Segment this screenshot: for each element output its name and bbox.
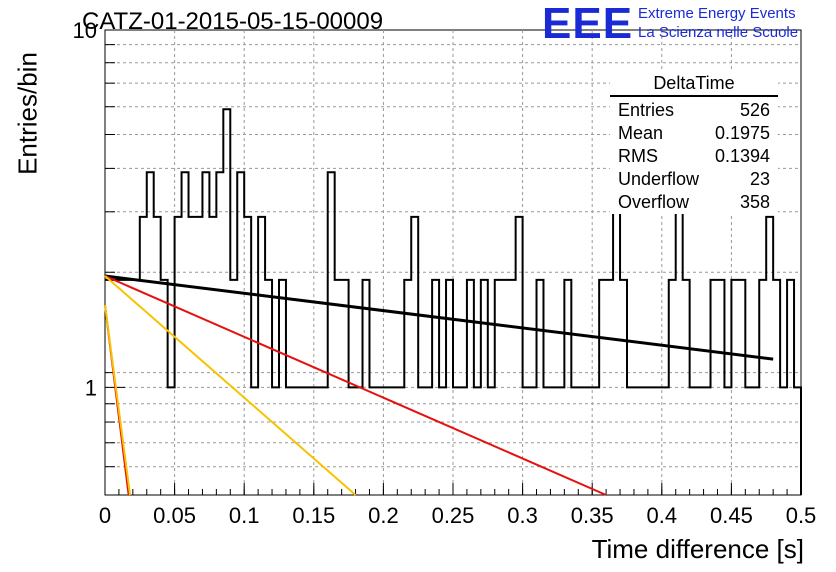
plot-title: CATZ-01-2015-05-15-00009 <box>82 8 384 35</box>
fit-curve <box>104 274 774 361</box>
stats-row-rms: RMS 0.1394 <box>610 145 778 168</box>
fit-curve <box>104 275 357 496</box>
stats-label: Overflow <box>618 192 690 212</box>
stats-row-mean: Mean 0.1975 <box>610 122 778 145</box>
stats-label: Mean <box>618 123 664 143</box>
stats-row-underflow: Underflow 23 <box>610 168 778 191</box>
y-tick-label: 10 <box>73 18 97 43</box>
x-tick-label: 0.5 <box>786 503 817 528</box>
logo-caption: Extreme Energy Events La Scienza nelle S… <box>638 4 798 42</box>
stats-value: 358 <box>739 192 770 212</box>
stats-box: DeltaTime Entries 526 Mean 0.1975 RMS 0.139… <box>610 72 778 214</box>
x-axis-label: Time difference [s] <box>591 534 804 564</box>
stats-row-overflow: Overflow 358 <box>610 191 778 214</box>
x-tick-label: 0.15 <box>292 503 335 528</box>
x-tick-label: 0.45 <box>710 503 753 528</box>
eee-logo: EEE <box>542 0 634 48</box>
x-tick-label: 0.3 <box>507 503 538 528</box>
stats-title: DeltaTime <box>610 72 778 97</box>
fit-curve <box>104 275 607 496</box>
y-tick-label: 1 <box>85 375 97 400</box>
stats-value: 526 <box>739 100 770 120</box>
logo-line-1: Extreme Energy Events <box>638 5 796 22</box>
x-tick-label: 0 <box>99 503 111 528</box>
stats-value: 0.1975 <box>714 123 770 143</box>
stats-label: Underflow <box>618 169 700 189</box>
histogram-bins <box>105 108 802 495</box>
x-tick-label: 0.35 <box>571 503 614 528</box>
x-tick-label: 0.1 <box>229 503 260 528</box>
stats-label: Entries <box>618 100 675 120</box>
x-tick-label: 0.4 <box>647 503 678 528</box>
y-axis-label: Entries/bin <box>12 52 43 175</box>
stats-value: 0.1394 <box>714 146 770 166</box>
stats-value: 23 <box>749 169 770 189</box>
stats-row-entries: Entries 526 <box>610 99 778 122</box>
fit-curve <box>104 304 132 496</box>
logo-line-2: La Scienza nelle Scuole <box>638 24 799 41</box>
stats-label: RMS <box>618 146 658 166</box>
x-tick-label: 0.2 <box>368 503 399 528</box>
x-tick-label: 0.05 <box>153 503 196 528</box>
x-tick-label: 0.25 <box>432 503 475 528</box>
